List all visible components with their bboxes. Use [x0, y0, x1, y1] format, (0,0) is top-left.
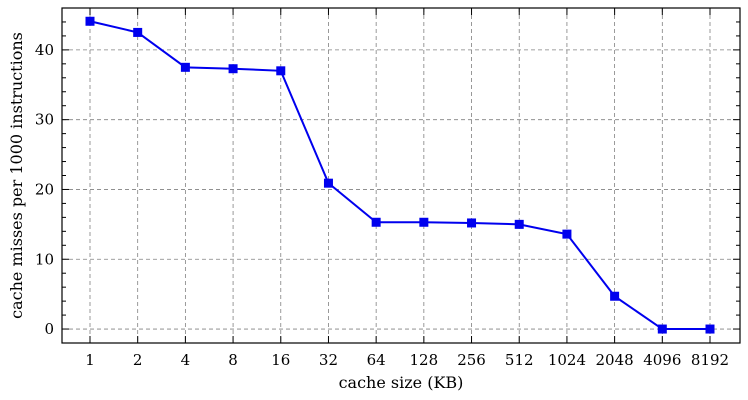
- x-tick-label: 512: [505, 351, 534, 369]
- x-tick-label: 4: [181, 351, 191, 369]
- x-tick-label: 32: [319, 351, 338, 369]
- plot-area: [62, 8, 740, 343]
- x-tick-label: 64: [367, 351, 386, 369]
- grid-lines: [62, 8, 740, 343]
- x-tick-labels: 1 2 4 8 16 32 64 128 256 512 1024 2048 4096 8192: [85, 351, 729, 369]
- x-tick-label: 8: [228, 351, 238, 369]
- data-point: [228, 64, 238, 74]
- data-point: [610, 291, 620, 301]
- data-point: [180, 62, 190, 72]
- data-point: [562, 229, 572, 239]
- y-tick-label: 20: [35, 180, 54, 198]
- plot-frame: [61, 7, 741, 344]
- data-point: [323, 178, 333, 188]
- x-tick-label: 1024: [548, 351, 586, 369]
- y-tick-labels: 0 10 20 30 40: [35, 41, 54, 338]
- data-point: [705, 324, 715, 334]
- axis-ticks: [62, 7, 740, 343]
- x-tick-label: 1: [85, 351, 95, 369]
- series-line: [89, 20, 710, 331]
- y-tick-label: 0: [44, 320, 54, 338]
- data-point: [133, 27, 143, 37]
- y-axis-label: cache misses per 1000 instructions: [7, 32, 26, 319]
- x-tick-label: 16: [271, 351, 290, 369]
- x-tick-label: 256: [457, 351, 486, 369]
- x-tick-label: 4096: [643, 351, 681, 369]
- data-point: [514, 219, 524, 229]
- x-tick-label: 8192: [691, 351, 729, 369]
- data-point: [371, 217, 381, 227]
- data-point: [276, 66, 286, 76]
- data-markers: [85, 16, 715, 334]
- data-point: [657, 324, 667, 334]
- x-axis-label: cache size (KB): [339, 373, 464, 392]
- x-tick-label: 2048: [596, 351, 634, 369]
- x-tick-label: 2: [133, 351, 143, 369]
- x-tick-label: 128: [410, 351, 439, 369]
- data-point: [419, 217, 429, 227]
- y-tick-label: 10: [35, 250, 54, 268]
- data-point: [467, 218, 477, 228]
- y-tick-label: 30: [35, 111, 54, 129]
- y-tick-label: 40: [35, 41, 54, 59]
- data-point: [85, 16, 95, 26]
